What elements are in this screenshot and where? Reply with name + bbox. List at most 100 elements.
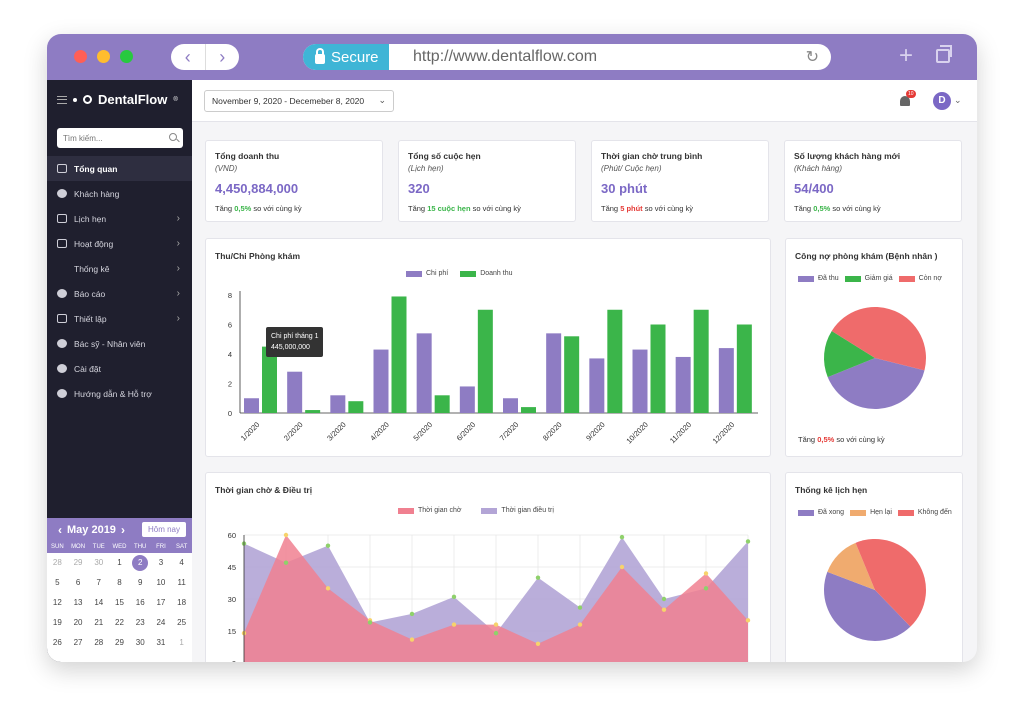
bar[interactable] [330, 395, 346, 413]
legend-item[interactable]: Doanh thu [460, 270, 513, 277]
bar[interactable] [650, 324, 666, 414]
prev-month-icon[interactable]: ‹ [58, 523, 62, 537]
sidebar-item[interactable]: Hướng dẫn & Hỗ trợ [47, 381, 192, 406]
data-point[interactable] [283, 532, 289, 538]
legend-item[interactable]: Hẹn lại [850, 509, 892, 516]
bar[interactable] [589, 358, 605, 413]
calendar-day[interactable]: 22 [115, 618, 124, 627]
data-point[interactable] [367, 620, 373, 625]
calendar-day[interactable]: 30 [94, 558, 104, 567]
bar[interactable] [262, 346, 277, 413]
bar[interactable] [564, 336, 580, 413]
sidebar-item[interactable]: Thống kê › [47, 256, 192, 281]
calendar-day[interactable]: 10 [156, 578, 166, 587]
pie-slice[interactable] [827, 542, 875, 590]
calendar-day[interactable]: 25 [177, 618, 187, 627]
bar[interactable] [503, 398, 518, 413]
calendar-day[interactable]: 6 [75, 578, 81, 587]
today-button[interactable]: Hôm nay [141, 522, 186, 537]
sidebar-item[interactable]: Tổng quan [47, 156, 192, 181]
bar[interactable] [434, 395, 450, 413]
close-window-button[interactable] [74, 50, 87, 63]
bar[interactable] [736, 324, 752, 414]
area-series[interactable] [244, 535, 748, 662]
reload-icon[interactable]: ↻ [805, 49, 819, 66]
data-point[interactable] [409, 611, 415, 617]
bar[interactable] [693, 309, 709, 413]
tabs-icon[interactable] [936, 45, 952, 63]
data-point[interactable] [451, 622, 457, 627]
legend-item[interactable]: Thời gian chờ [398, 507, 461, 514]
data-point[interactable] [703, 586, 709, 591]
new-tab-icon[interactable]: + [899, 42, 914, 69]
calendar-day[interactable]: 15 [115, 598, 124, 607]
sidebar-item[interactable]: Cài đặt [47, 356, 192, 381]
data-point[interactable] [745, 618, 751, 623]
sidebar-item[interactable]: Bác sỹ - Nhân viên [47, 331, 192, 356]
sidebar-item[interactable]: Lịch hẹn › [47, 206, 192, 231]
bell-icon[interactable] [900, 96, 910, 106]
bar[interactable] [675, 356, 691, 413]
calendar-day[interactable]: 28 [52, 558, 62, 567]
bar[interactable] [632, 349, 648, 413]
calendar-day[interactable]: 28 [94, 638, 104, 647]
data-point[interactable] [283, 560, 289, 565]
data-point[interactable] [325, 586, 331, 591]
bar[interactable] [477, 309, 493, 413]
sidebar-item[interactable]: Khách hàng [47, 181, 192, 206]
calendar-day[interactable]: 4 [179, 558, 184, 567]
pie-slice[interactable] [831, 307, 926, 371]
calendar-day[interactable]: 1 [117, 558, 122, 567]
next-month-icon[interactable]: › [120, 523, 125, 537]
url-text[interactable]: http://www.dentalflow.com [413, 48, 598, 65]
calendar-day[interactable]: 30 [135, 638, 145, 647]
search-input[interactable] [57, 128, 157, 149]
date-range-picker[interactable]: November 9, 2020 - Decemeber 8, 2020 ⌄ [204, 90, 394, 112]
sidebar-item[interactable]: Báo cáo › [47, 281, 192, 306]
legend-item[interactable]: Đã thu [798, 275, 839, 282]
data-point[interactable] [493, 622, 499, 627]
pie-slice[interactable] [855, 539, 926, 627]
data-point[interactable] [535, 575, 541, 580]
data-point[interactable] [619, 564, 625, 570]
calendar-day[interactable]: 31 [156, 638, 166, 647]
calendar-day[interactable]: 29 [115, 638, 124, 647]
calendar-day[interactable]: 19 [52, 618, 62, 627]
address-bar[interactable]: Secure http://www.dentalflow.com ↻ [303, 44, 831, 70]
forward-icon[interactable]: › [219, 46, 226, 67]
pie-slice[interactable] [827, 358, 925, 409]
calendar-day[interactable]: 5 [55, 578, 60, 587]
legend-item[interactable]: Còn nợ [898, 275, 942, 282]
data-point[interactable] [493, 630, 499, 636]
calendar-day[interactable]: 20 [73, 618, 83, 627]
data-point[interactable] [619, 534, 625, 540]
calendar-day[interactable]: 9 [137, 578, 143, 587]
data-point[interactable] [577, 605, 583, 610]
calendar-day[interactable]: 29 [73, 558, 83, 567]
bar[interactable] [416, 333, 432, 413]
calendar-day[interactable]: 13 [73, 598, 83, 607]
menu-icon[interactable] [57, 95, 67, 104]
back-icon[interactable]: ‹ [171, 44, 206, 70]
bar[interactable] [348, 401, 364, 413]
bar[interactable] [546, 333, 562, 413]
bar[interactable] [459, 386, 475, 413]
calendar-day[interactable]: 26 [52, 638, 62, 647]
maximize-window-button[interactable] [120, 50, 133, 63]
legend-item[interactable]: Không đến [897, 509, 952, 516]
calendar-day[interactable]: 21 [94, 618, 104, 627]
bar[interactable] [287, 371, 303, 413]
data-point[interactable] [325, 543, 331, 548]
data-point[interactable] [577, 622, 583, 627]
calendar-day[interactable]: 14 [94, 598, 104, 607]
data-point[interactable] [661, 607, 667, 612]
legend-item[interactable]: Chi phí [406, 270, 448, 277]
calendar-day[interactable]: 1 [179, 638, 184, 647]
calendar-day[interactable]: 2 [130, 553, 151, 573]
calendar-day[interactable]: 17 [156, 598, 166, 607]
calendar-day[interactable]: 7 [96, 578, 101, 587]
bar[interactable] [244, 398, 259, 413]
calendar-day[interactable]: 16 [135, 598, 145, 607]
pie-slice[interactable] [824, 571, 911, 641]
minimize-window-button[interactable] [97, 50, 110, 63]
